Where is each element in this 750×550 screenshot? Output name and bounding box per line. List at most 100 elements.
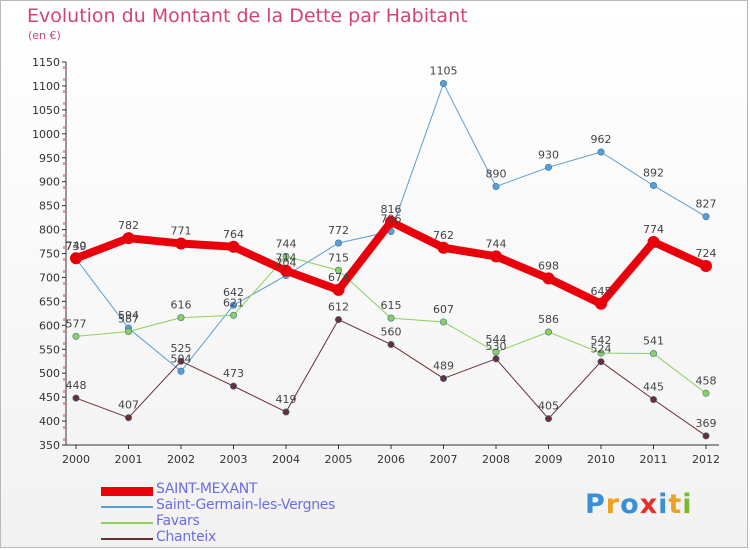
data-label: 530: [486, 340, 507, 353]
data-label: 827: [696, 198, 717, 211]
logo-letter: x: [639, 489, 659, 520]
legend-swatch: [101, 486, 153, 496]
data-label: 489: [433, 359, 454, 372]
y-tick-label: 600: [39, 319, 60, 332]
axes: 350 400 450 500 550 600 650 700 750 800 850 900 950 1…: [32, 56, 720, 466]
data-label: 816: [381, 203, 402, 216]
data-label: 587: [118, 313, 139, 326]
x-tick-label: 2007: [430, 453, 458, 466]
legend-label: Saint-Germain-les-Vergnes: [156, 497, 336, 513]
data-label: 724: [696, 247, 717, 260]
data-point: [332, 283, 345, 296]
data-point: [122, 232, 135, 245]
data-point: [177, 314, 185, 322]
data-label: 698: [538, 259, 559, 272]
data-point: [72, 394, 80, 402]
data-label: 772: [328, 224, 349, 237]
data-label: 560: [381, 325, 402, 338]
data-point: [597, 349, 605, 357]
data-label: 607: [433, 303, 454, 316]
y-tick-label: 550: [39, 343, 60, 356]
data-label: 369: [696, 417, 717, 430]
data-point: [492, 355, 500, 363]
y-tick-label: 1150: [32, 56, 60, 69]
data-label: 1105: [430, 65, 458, 78]
x-tick-label: 2005: [325, 453, 353, 466]
data-point: [70, 252, 82, 265]
data-point: [490, 250, 502, 263]
data-label: 445: [643, 381, 664, 394]
data-label: 458: [696, 374, 717, 387]
data-label: 764: [223, 228, 244, 241]
data-label: 744: [276, 237, 297, 250]
data-label: 405: [538, 400, 559, 413]
data-point: [702, 213, 710, 221]
data-point: [544, 163, 552, 171]
y-tick-label: 400: [39, 415, 60, 428]
logo-letter: P: [585, 489, 606, 520]
data-point: [544, 415, 552, 423]
data-point: [227, 240, 240, 253]
x-tick-label: 2000: [62, 453, 90, 466]
x-tick-label: 2011: [640, 453, 668, 466]
logo-letter: r: [605, 489, 621, 520]
data-label: 704: [276, 257, 297, 270]
data-label: 890: [486, 167, 507, 180]
data-label: 407: [118, 399, 139, 412]
data-point: [597, 358, 605, 366]
legend-swatch: [101, 506, 153, 508]
data-label: 714: [276, 252, 297, 265]
data-label: 715: [328, 251, 349, 264]
data-label: 541: [643, 335, 664, 348]
data-label: 782: [118, 219, 139, 232]
data-label: 594: [118, 309, 139, 322]
data-point: [334, 266, 342, 274]
x-tick-label: 2006: [377, 453, 405, 466]
data-point: [175, 237, 187, 250]
y-tick-label: 500: [39, 367, 60, 380]
data-point: [492, 348, 500, 356]
legend-label: SAINT-MEXANT: [156, 481, 258, 497]
data-label: 542: [591, 334, 612, 347]
data-point: [177, 357, 185, 365]
data-point: [230, 382, 238, 390]
data-point: [702, 432, 710, 440]
series-lines: [70, 80, 712, 440]
data-point: [492, 182, 500, 190]
data-point: [387, 314, 395, 322]
y-tick-label: 700: [39, 271, 60, 284]
x-tick-label: 2008: [482, 453, 510, 466]
logo-letter: i: [658, 489, 669, 520]
data-label: 504: [171, 352, 192, 365]
data-point: [230, 311, 238, 319]
data-point: [437, 241, 450, 254]
legend-swatch: [101, 538, 153, 540]
data-point: [439, 374, 447, 382]
logo-letter: i: [682, 489, 693, 520]
data-point: [282, 252, 290, 260]
data-label: 930: [538, 148, 559, 161]
data-label: 796: [381, 212, 402, 225]
legend-swatch: [101, 522, 153, 524]
data-label: 771: [171, 224, 192, 237]
legend-label: Chanteix: [156, 529, 216, 545]
data-label: 473: [223, 367, 244, 380]
y-tick-label: 900: [39, 176, 60, 189]
data-point: [387, 340, 395, 348]
data-point: [595, 297, 607, 310]
data-point: [230, 301, 238, 309]
data-label: 774: [643, 223, 664, 236]
logo-letter: t: [668, 489, 683, 520]
data-point: [125, 328, 133, 336]
data-point: [72, 332, 80, 340]
data-point: [334, 316, 342, 324]
x-tick-label: 2002: [167, 453, 195, 466]
x-tick-label: 2012: [692, 453, 720, 466]
data-point: [385, 215, 397, 228]
chart-subtitle: (en €): [28, 29, 61, 42]
data-label: 739: [66, 240, 87, 253]
data-point: [649, 182, 657, 190]
y-tick-label: 950: [39, 152, 60, 165]
